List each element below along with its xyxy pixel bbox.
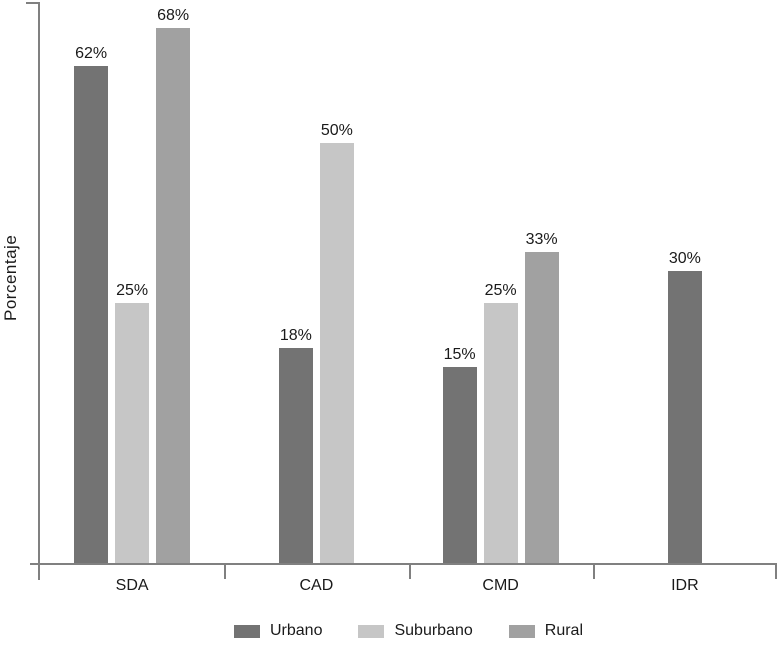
legend: Urbano Suburbano Rural [40, 622, 777, 640]
bar-value-label: 68% [157, 7, 190, 24]
bar-urbano-idr [667, 271, 702, 563]
bar-rural-sda [156, 28, 191, 563]
bar-suburbano-cad [319, 143, 354, 563]
legend-swatch-suburbano [358, 624, 385, 638]
legend-item-suburbano: Suburbano [358, 622, 473, 640]
legend-swatch-rural [508, 624, 535, 638]
y-axis-top-tick [26, 2, 40, 4]
x-axis-tick [775, 563, 777, 579]
legend-label: Suburbano [394, 622, 473, 639]
bar-wrap: 68% [156, 7, 191, 563]
bar-wrap: 62% [74, 45, 109, 563]
category-label-idr: IDR [671, 577, 699, 594]
x-axis-tick [224, 563, 226, 579]
bar-wrap: 33% [524, 231, 559, 563]
bar-value-label: 50% [320, 122, 353, 139]
bar-value-label: 33% [525, 231, 558, 248]
legend-swatch-urbano [233, 624, 260, 638]
bar-value-label: 62% [75, 45, 108, 62]
bar-wrap: 18% [278, 327, 313, 563]
bar-value-label: 15% [443, 346, 476, 363]
x-axis-line [30, 563, 777, 565]
x-axis-tick [593, 563, 595, 579]
bar-value-label: 25% [484, 282, 517, 299]
bar-suburbano-cmd [483, 303, 518, 563]
category-label-sda: SDA [115, 577, 149, 594]
bar-value-label: 25% [116, 282, 149, 299]
bar-wrap: 30% [667, 250, 702, 563]
bar-urbano-sda [74, 66, 109, 563]
bar-value-label: 18% [279, 327, 312, 344]
y-axis-title: Porcentaje [1, 234, 20, 321]
y-axis-line [38, 2, 40, 580]
category-label-cmd: CMD [482, 577, 519, 594]
x-axis-category-labels: SDA CAD CMD IDR [40, 577, 777, 595]
bar-wrap: 25% [115, 282, 150, 563]
bar-wrap: 50% [319, 122, 354, 563]
bar-value-label: 30% [668, 250, 701, 267]
bar-urbano-cmd [442, 367, 477, 563]
bar-group-cad: 18% 50% [224, 0, 408, 563]
bar-rural-cmd [524, 252, 559, 563]
plot-area: 62% 25% 68% 18% 50% 15% 25% 33% 30% [40, 0, 777, 563]
legend-item-rural: Rural [508, 622, 583, 640]
legend-item-urbano: Urbano [233, 622, 323, 640]
bar-group-cmd: 15% 25% 33% [409, 0, 593, 563]
bar-wrap: 25% [483, 282, 518, 563]
bar-wrap: 15% [442, 346, 477, 563]
legend-label: Urbano [269, 622, 323, 639]
category-label-cad: CAD [299, 577, 334, 594]
legend-label: Rural [544, 622, 583, 639]
bar-urbano-cad [278, 348, 313, 563]
x-axis-tick [409, 563, 411, 579]
bar-group-idr: 30% [593, 0, 777, 563]
bar-group-sda: 62% 25% 68% [40, 0, 224, 563]
bar-suburbano-sda [115, 303, 150, 563]
